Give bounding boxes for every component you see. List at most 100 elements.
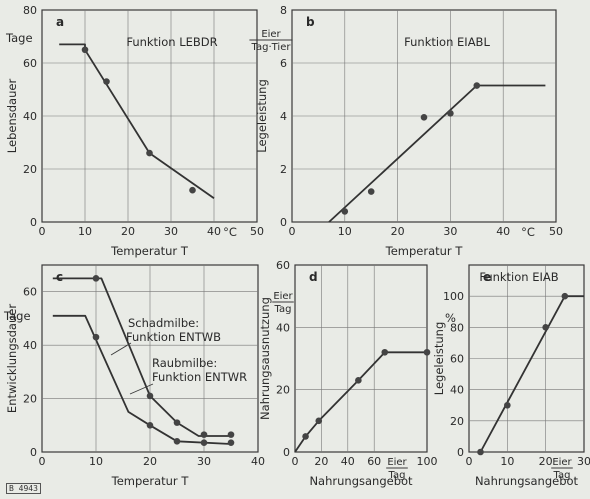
panel-b-data-point (367, 188, 375, 195)
panel-c-ytick-label: 60 (23, 286, 37, 299)
panel-c-letter: c (56, 270, 63, 284)
panel-a-xtick-label: 20 (121, 225, 135, 238)
panel-c-data-point (173, 419, 181, 426)
panel-c-xtick-label: 20 (143, 455, 157, 468)
panel-c-legend-label-1b: Funktion ENTWB (126, 330, 221, 344)
panel-d-xtick-label: 100 (417, 455, 438, 468)
panel-d-xtick-label: 0 (292, 455, 299, 468)
panel-e-xtick-label: 30 (577, 455, 590, 468)
panel-b-xtick-label: 40 (496, 225, 510, 238)
panel-a-ytick-label: 0 (30, 216, 37, 229)
panel-e-ytick-label: 0 (457, 446, 464, 459)
panel-a-letter: a (56, 15, 64, 29)
panel-b-data-point (473, 82, 481, 89)
panel-a-yaxis-label: Lebensdauer (5, 79, 19, 154)
panel-b-ytick-label: 4 (280, 110, 287, 123)
panel-a-ytick-label: 40 (23, 110, 37, 123)
panel-d-series-line-1 (294, 351, 427, 453)
panel-c-ytick-label: 0 (30, 446, 37, 459)
panel-a-x-unit: °C (223, 225, 237, 239)
panel-b-data-point (447, 110, 454, 117)
panel-c-data-point (227, 431, 235, 438)
panel-a-ytick-label: 80 (23, 4, 37, 17)
panel-e-ytick-label: 80 (450, 321, 464, 334)
panel-a-xtick-label: 10 (78, 225, 92, 238)
panel-d-data-point (302, 433, 309, 440)
panel-c-xtick-label: 30 (197, 455, 211, 468)
panel-e-x-unit: Eier Tag (551, 457, 573, 481)
panel-b-ytick-label: 0 (280, 216, 287, 229)
panel-b-ytick-label: 8 (280, 4, 287, 17)
panel-c-legend-pointer-1 (110, 342, 132, 356)
panel-c-data-point (200, 439, 208, 446)
panel-a-y-unit: Tage (5, 31, 33, 45)
panel-c-series-line-2 (52, 314, 232, 445)
panel-e-series-line-1 (479, 295, 584, 453)
panel-b-yaxis-label: Legeleistung (255, 79, 269, 153)
panel-c-xtick-label: 10 (89, 455, 103, 468)
panel-a-function-label: Funktion LEBDR (126, 35, 217, 49)
panel-e-data-point (542, 324, 549, 331)
panel-e-data-point (477, 448, 484, 456)
panel-e-data-point (561, 292, 569, 300)
panel-e-ytick-label: 60 (450, 353, 464, 366)
panel-b-x-unit: °C (521, 225, 535, 239)
panel-b-ytick-label: 2 (280, 163, 287, 176)
panel-d-letter: d (309, 270, 318, 284)
panel-c: 0 10 20 30 40 0 20 40 60 c Temperatur T Entwicklung… (5, 264, 265, 488)
panel-b-ytick-label: 6 (280, 57, 287, 70)
panel-a-ytick-label: 60 (23, 57, 37, 70)
panel-b-xtick-label: 10 (338, 225, 352, 238)
panel-b-y-unit-top: Eier (261, 29, 281, 40)
panel-d-ytick-label: 20 (276, 384, 290, 397)
panel-e-ytick-label: 100 (443, 290, 464, 303)
panel-d-xtick-label: 20 (314, 455, 328, 468)
panel-c-legend-label-2b: Funktion ENTWR (152, 370, 247, 384)
panel-a-series-line-1 (59, 43, 215, 199)
panel-e-ytick-label: 20 (450, 415, 464, 428)
panel-e-x-unit-top: Eier (552, 457, 572, 468)
panel-c-xtick-label: 0 (39, 455, 46, 468)
panel-b-xtick-label: 0 (289, 225, 296, 238)
panel-d-xtick-label: 60 (367, 455, 381, 468)
panel-d-data-point (381, 348, 389, 356)
panel-e-x-unit-bottom: Tag (553, 470, 571, 481)
panel-b-data-point (341, 208, 349, 215)
panel-b-data-point (420, 114, 428, 121)
panel-a-ytick-label: 20 (23, 163, 37, 176)
panel-b-y-unit-bottom: Tag·Tier (251, 42, 292, 53)
panel-d-y-unit: Eier Tag (272, 291, 294, 315)
panel-d-x-unit: Eier Tag (386, 457, 408, 481)
panel-d-x-unit-top: Eier (387, 457, 407, 468)
panel-c-legend-label-1a: Schadmilbe: (128, 316, 199, 330)
panel-e-xaxis-label: Nahrungsangebot (475, 474, 579, 488)
panel-e-y-unit: % (445, 311, 456, 325)
panel-a-data-point (189, 186, 196, 194)
panel-e-ytick-label: 40 (450, 384, 464, 397)
panel-c-yaxis-label: Entwicklungsdauer (5, 304, 19, 413)
panel-d-xaxis-label: Nahrungsangebot (309, 474, 413, 488)
panel-d-yaxis-label: Nahrungsausnutzung (258, 297, 272, 420)
panel-a: 0 10 20 30 40 50 0 20 40 60 80 a Temperatur T Lebensd… (5, 4, 264, 258)
panel-d-ytick-label: 0 (283, 446, 290, 459)
panel-e-data-point (504, 401, 511, 409)
panel-d-data-point (355, 377, 362, 384)
panel-c-ytick-label: 20 (23, 393, 37, 406)
panel-b-xaxis-label: Temperatur T (385, 244, 464, 258)
panel-b-xtick-label: 20 (391, 225, 405, 238)
panel-b-series-line-1 (328, 84, 546, 223)
panel-c-data-point (146, 392, 154, 400)
panel-a-xtick-label: 50 (250, 225, 264, 238)
panel-e-xtick-label: 10 (500, 455, 514, 468)
panel-d-xtick-label: 40 (341, 455, 355, 468)
panel-d: 0 20 40 60 100 0 20 40 60 d Nahrungsangebot Nahrung… (258, 259, 438, 488)
panel-d-frame (294, 264, 428, 453)
panel-c-xtick-label: 40 (251, 455, 265, 468)
panel-e-xtick-label: 20 (539, 455, 553, 468)
panel-b-y-unit: Eier Tag·Tier (249, 29, 293, 53)
panel-e-yaxis-label: Legeleistung (432, 322, 446, 396)
panel-e-letter: e (483, 270, 491, 284)
panel-c-data-point (146, 421, 154, 429)
panel-c-y-unit: Tage (3, 309, 31, 323)
